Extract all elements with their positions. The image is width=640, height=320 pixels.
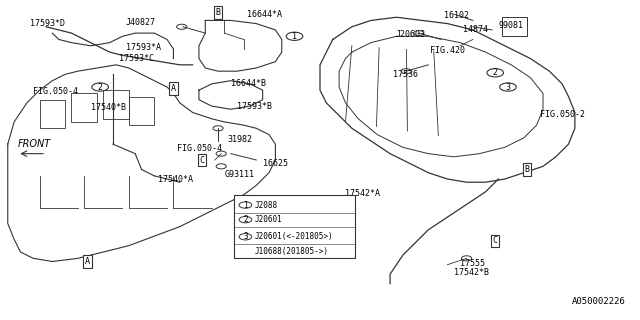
Text: 17593*A: 17593*A (125, 43, 161, 52)
Text: G93111: G93111 (225, 170, 255, 179)
Text: A: A (85, 257, 90, 266)
Text: 17593*D: 17593*D (30, 19, 65, 28)
Text: FRONT: FRONT (18, 139, 51, 149)
Text: 2: 2 (493, 68, 498, 77)
Text: J10688(201805->): J10688(201805->) (255, 247, 329, 256)
Text: FIG.050-4: FIG.050-4 (33, 87, 78, 96)
Text: 17542*B: 17542*B (454, 268, 489, 277)
Bar (502, 17, 527, 36)
Text: 17540*A: 17540*A (157, 174, 193, 184)
Text: 99081: 99081 (499, 21, 524, 30)
Text: A: A (171, 84, 176, 93)
Text: B: B (525, 165, 529, 174)
Text: 3: 3 (506, 83, 511, 92)
Text: FIG.050-4: FIG.050-4 (177, 144, 221, 153)
Text: 1: 1 (292, 32, 297, 41)
Text: 1: 1 (243, 201, 248, 210)
Bar (234, 195, 355, 258)
Text: 14874: 14874 (463, 25, 488, 35)
Text: C: C (200, 156, 205, 164)
Text: J20601: J20601 (255, 215, 283, 224)
Bar (72, 93, 97, 122)
Text: 17542*A: 17542*A (346, 189, 381, 198)
Text: FIG.050-2: FIG.050-2 (540, 109, 585, 118)
Text: 16644*B: 16644*B (231, 79, 266, 88)
Text: J20601(<-201805>): J20601(<-201805>) (255, 232, 333, 241)
Text: A050002226: A050002226 (572, 297, 626, 306)
Text: 2: 2 (98, 83, 102, 92)
Text: 17540*B: 17540*B (91, 103, 125, 112)
Text: 2: 2 (243, 215, 248, 224)
Text: 17555: 17555 (460, 259, 485, 268)
Text: C: C (493, 236, 498, 245)
Text: 17536: 17536 (394, 70, 419, 79)
Text: 17593*B: 17593*B (237, 101, 272, 111)
Text: 16102: 16102 (444, 11, 469, 20)
Bar (103, 90, 129, 119)
Text: 31982: 31982 (228, 135, 253, 144)
Text: J20603: J20603 (395, 30, 425, 39)
Text: B: B (216, 8, 221, 17)
Text: J40827: J40827 (125, 18, 156, 27)
Text: 16625: 16625 (262, 159, 287, 168)
Text: FIG.420: FIG.420 (429, 46, 465, 55)
Bar (40, 100, 65, 128)
Bar (129, 97, 154, 125)
Text: 17593*C: 17593*C (119, 54, 154, 63)
Text: J2088: J2088 (255, 201, 278, 210)
Text: 16644*A: 16644*A (246, 10, 282, 19)
Text: 3: 3 (243, 232, 248, 241)
